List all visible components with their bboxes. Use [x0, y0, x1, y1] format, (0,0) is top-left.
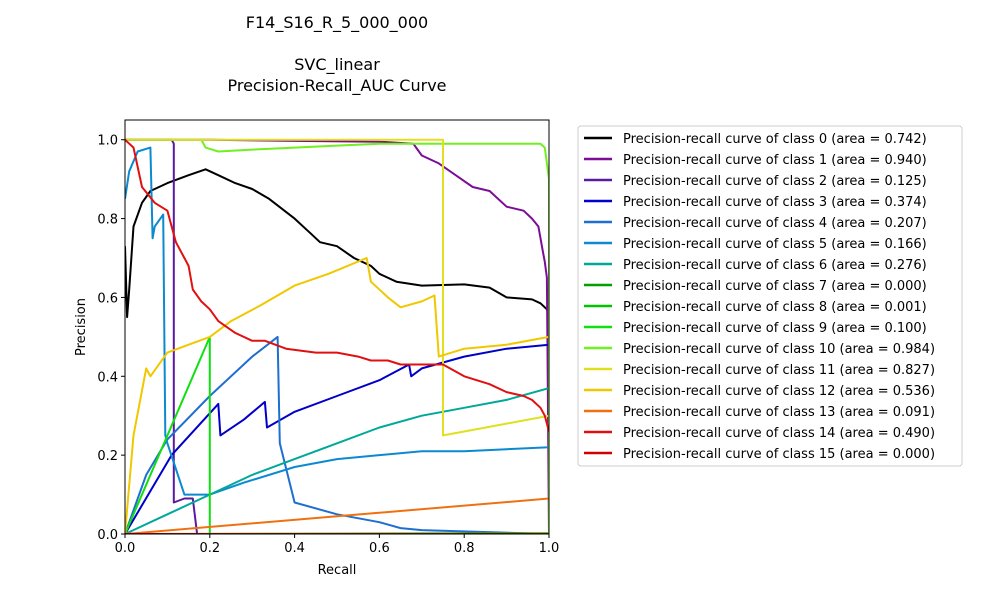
- x-tick-label: 1.0: [539, 541, 560, 556]
- legend-label-class-1: Precision-recall curve of class 1 (area …: [623, 153, 927, 168]
- series-line-class-3: [125, 343, 549, 534]
- x-axis-ticks: 0.0 0.2 0.4 0.6 0.8 1.0: [115, 534, 560, 556]
- legend-label-class-6: Precision-recall curve of class 6 (area …: [623, 258, 927, 273]
- series-line-class-2: [125, 138, 549, 534]
- legend-label-class-2: Precision-recall curve of class 2 (area …: [623, 174, 927, 189]
- y-tick-label: 0.4: [97, 370, 118, 385]
- legend-label-class-3: Precision-recall curve of class 3 (area …: [623, 195, 927, 210]
- series-line-class-6: [125, 387, 549, 534]
- series-line-class-0: [125, 168, 549, 319]
- y-axis-ticks: 0.0 0.2 0.4 0.6 0.8 1.0: [97, 134, 125, 543]
- y-axis-label: Precision: [74, 298, 89, 356]
- legend-label-class-9: Precision-recall curve of class 9 (area …: [623, 321, 927, 336]
- legend-label-class-13: Precision-recall curve of class 13 (area…: [623, 405, 935, 420]
- x-tick-label: 0.2: [199, 541, 220, 556]
- x-tick-label: 0.4: [284, 541, 305, 556]
- series-line-class-5: [125, 146, 549, 496]
- chart-title-line-4: Precision-Recall_AUC Curve: [227, 76, 446, 96]
- series-line-class-11: [125, 138, 549, 437]
- y-tick-label: 0.2: [97, 449, 118, 464]
- x-tick-label: 0.0: [115, 541, 136, 556]
- legend-label-class-0: Precision-recall curve of class 0 (area …: [623, 132, 927, 147]
- chart-title-line-3: SVC_linear: [294, 55, 380, 75]
- legend-label-class-7: Precision-recall curve of class 7 (area …: [623, 279, 927, 294]
- y-tick-label: 1.0: [97, 134, 118, 149]
- series-line-class-12: [125, 257, 549, 534]
- chart-title-line-1: F14_S16_R_5_000_000: [246, 13, 428, 33]
- legend-label-class-15: Precision-recall curve of class 15 (area…: [623, 447, 935, 462]
- legend-label-class-5: Precision-recall curve of class 5 (area …: [623, 237, 927, 252]
- chart-title: F14_S16_R_5_000_000 SVC_linear Precision…: [227, 13, 446, 96]
- x-axis-label: Recall: [318, 563, 357, 578]
- legend-box: [577, 125, 963, 467]
- legend-label-class-11: Precision-recall curve of class 11 (area…: [623, 363, 935, 378]
- series-line-class-14: [125, 138, 549, 432]
- series-line-class-9: [125, 335, 549, 534]
- legend-label-class-8: Precision-recall curve of class 8 (area …: [623, 300, 927, 315]
- legend: Precision-recall curve of class 0 (area …: [577, 125, 963, 467]
- series-layer: [125, 138, 549, 534]
- series-line-class-4: [125, 335, 549, 534]
- series-line-class-1: [125, 138, 549, 534]
- legend-label-class-10: Precision-recall curve of class 10 (area…: [623, 342, 935, 357]
- legend-items: Precision-recall curve of class 0 (area …: [584, 132, 935, 462]
- y-tick-label: 0.6: [97, 291, 118, 306]
- plot-frame: [124, 119, 550, 535]
- series-line-class-10: [125, 138, 549, 534]
- legend-label-class-14: Precision-recall curve of class 14 (area…: [623, 426, 935, 441]
- y-tick-label: 0.8: [97, 213, 118, 228]
- legend-label-class-4: Precision-recall curve of class 4 (area …: [623, 216, 927, 231]
- y-tick-label: 0.0: [97, 528, 118, 543]
- legend-label-class-12: Precision-recall curve of class 12 (area…: [623, 384, 935, 399]
- x-tick-label: 0.8: [454, 541, 475, 556]
- series-line-class-13: [125, 497, 549, 534]
- x-tick-label: 0.6: [369, 541, 390, 556]
